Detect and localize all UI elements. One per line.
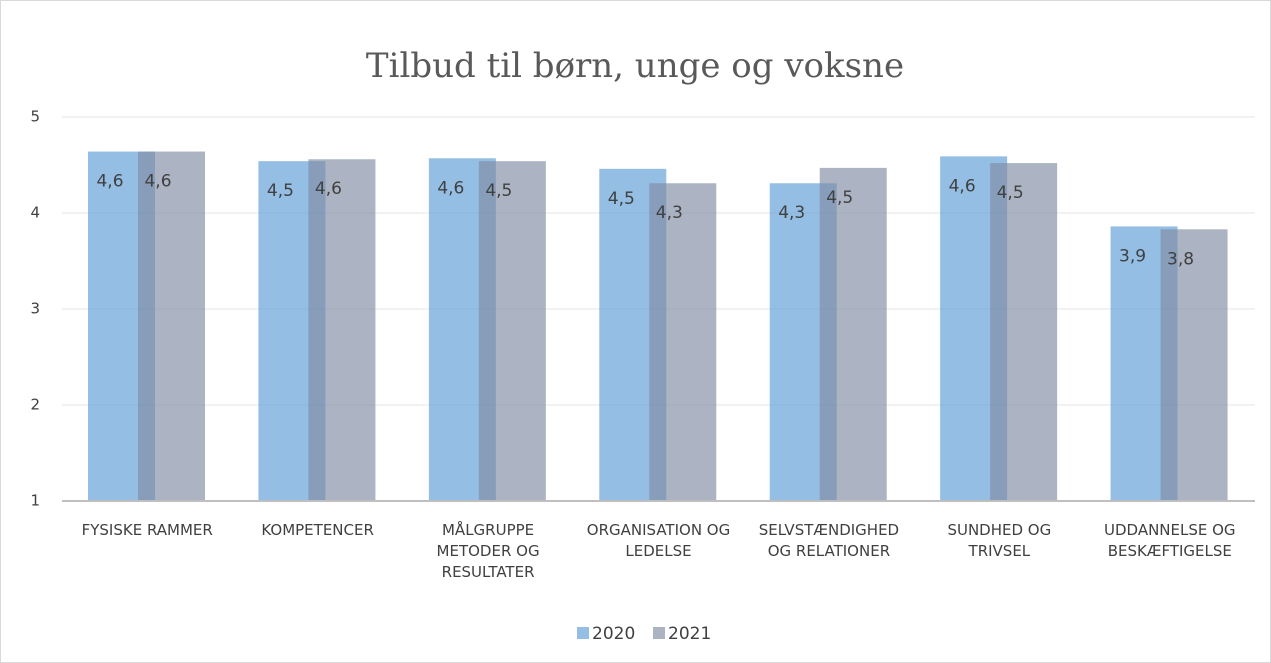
bar xyxy=(990,163,1058,501)
bar xyxy=(308,159,376,502)
bar xyxy=(478,161,546,501)
value-label: 3,8 xyxy=(1167,249,1194,269)
value-label: 4,5 xyxy=(997,183,1024,203)
value-label: 4,3 xyxy=(656,203,683,223)
value-label: 4,5 xyxy=(826,188,853,208)
x-tick-label: FYSISKE RAMMER xyxy=(82,521,213,539)
y-tick-label: 2 xyxy=(30,396,40,414)
bar xyxy=(649,183,717,502)
value-label: 4,6 xyxy=(315,179,342,199)
legend-label: 2021 xyxy=(668,624,711,644)
value-label: 4,5 xyxy=(267,181,294,201)
y-tick-label: 1 xyxy=(30,492,40,510)
y-tick-label: 3 xyxy=(30,300,40,318)
value-label: 4,6 xyxy=(96,172,123,192)
x-tick-label: ORGANISATION OG LEDELSE xyxy=(587,521,730,560)
chart-title: Tilbud til børn, unge og voksne xyxy=(366,46,904,86)
bar xyxy=(1160,229,1228,501)
value-label: 4,5 xyxy=(485,181,512,201)
x-tick-label: SELVSTÆNDIGHED OG RELATIONER xyxy=(759,521,899,560)
bar xyxy=(819,167,887,501)
value-label: 4,3 xyxy=(778,203,805,223)
legend-label: 2020 xyxy=(592,624,635,644)
bar xyxy=(138,151,205,501)
value-label: 4,6 xyxy=(437,178,464,198)
value-label: 3,9 xyxy=(1119,246,1146,266)
legend-swatch xyxy=(577,627,589,639)
x-tick-label: SUNDHED OG TRIVSEL xyxy=(947,521,1051,560)
value-label: 4,6 xyxy=(949,176,976,196)
value-label: 4,6 xyxy=(144,172,171,192)
y-tick-label: 4 xyxy=(30,204,40,222)
x-tick-label: KOMPETENCER xyxy=(261,521,374,539)
legend-swatch xyxy=(653,627,665,639)
value-label: 4,5 xyxy=(608,189,635,209)
x-tick-label: MÅLGRUPPE METODER OG RESULTATER xyxy=(437,520,540,581)
y-tick-label: 5 xyxy=(30,108,40,126)
x-tick-label: UDDANNELSE OG BESKÆFTIGELSE xyxy=(1104,521,1236,560)
